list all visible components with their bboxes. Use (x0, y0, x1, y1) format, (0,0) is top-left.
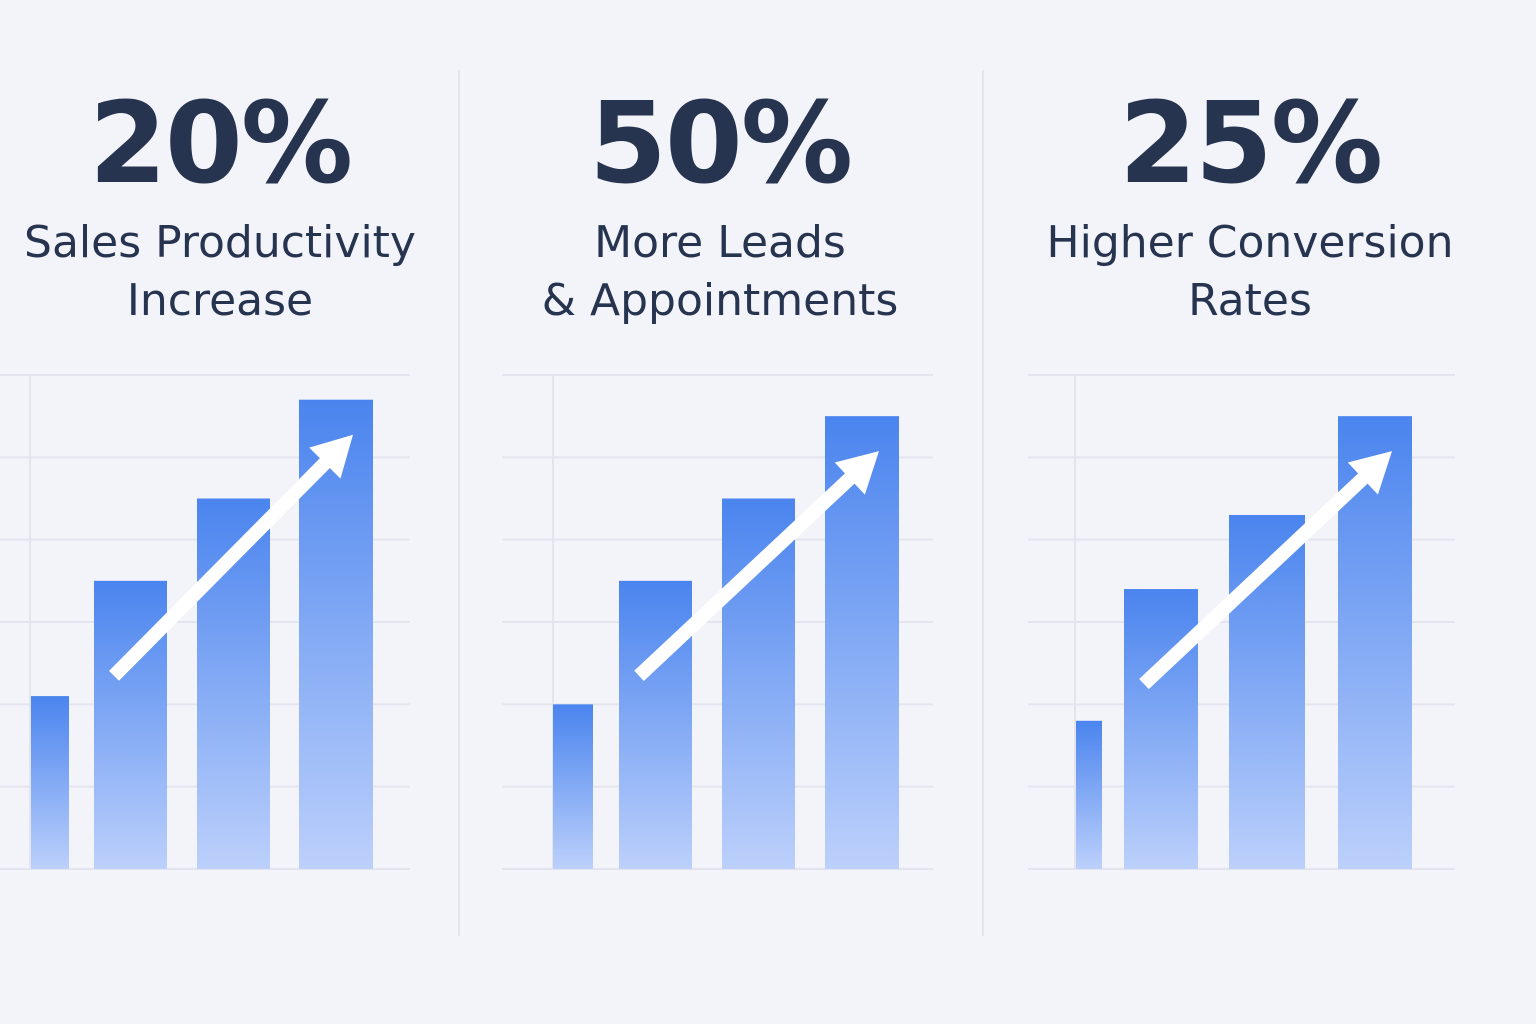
bar (553, 704, 593, 869)
stat-panel-leads: 50% More Leads & Appointments (495, 0, 945, 1024)
bar (1076, 720, 1102, 869)
bar-chart-conversion (1028, 374, 1455, 870)
divider-2 (982, 70, 984, 936)
stat-label-line-1: Higher Conversion (1046, 217, 1454, 268)
trend-arrow-shaft (634, 470, 858, 681)
stat-label-line-2: & Appointments (541, 275, 899, 326)
bar (31, 696, 69, 869)
trend-arrow-head (1347, 451, 1392, 495)
stat-label: More Leads & Appointments (495, 214, 945, 330)
trend-arrow-head (834, 451, 879, 495)
bar (619, 580, 692, 869)
stat-value: 20% (88, 79, 353, 209)
stat-value: 50% (588, 79, 853, 209)
trend-arrow-shaft (1139, 470, 1371, 690)
bar-chart-leads (502, 374, 933, 870)
bar (1124, 589, 1198, 869)
divider-1 (458, 70, 460, 936)
stat-label-line-1: More Leads (594, 217, 846, 268)
stat-label: Higher Conversion Rates (1010, 214, 1490, 330)
trend-arrow-shaft (109, 455, 333, 681)
stat-panel-productivity: 20% Sales Productivity Increase (0, 0, 440, 1024)
stat-label-line-2: Rates (1188, 275, 1312, 326)
trend-arrow-head (309, 434, 353, 479)
stat-label-line-1: Sales Productivity (24, 217, 416, 268)
stat-value: 25% (1118, 79, 1383, 209)
stat-panel-conversion: 25% Higher Conversion Rates (1010, 0, 1490, 1024)
stat-label: Sales Productivity Increase (0, 214, 440, 330)
bar-chart-productivity (0, 374, 410, 870)
stat-label-line-2: Increase (126, 275, 314, 326)
bar (722, 498, 795, 869)
